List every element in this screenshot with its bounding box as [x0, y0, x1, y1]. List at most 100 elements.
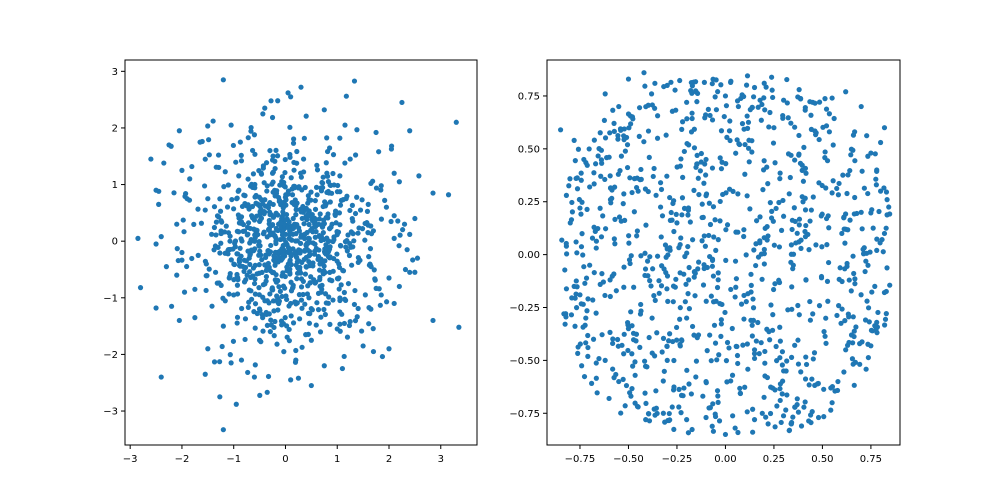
- y-tick-label: 2: [112, 123, 118, 134]
- scatter-point: [762, 107, 768, 113]
- scatter-point: [678, 410, 684, 416]
- scatter-point: [296, 225, 302, 231]
- scatter-point: [766, 329, 772, 335]
- scatter-point: [276, 298, 282, 304]
- scatter-point: [258, 339, 264, 345]
- scatter-point: [774, 358, 780, 364]
- scatter-point: [238, 236, 244, 242]
- scatter-point: [761, 80, 767, 86]
- scatter-point: [841, 369, 847, 375]
- scatter-point: [330, 268, 336, 274]
- scatter-point: [750, 296, 756, 302]
- scatter-point: [826, 129, 832, 135]
- scatter-point: [781, 213, 787, 219]
- scatter-point: [246, 287, 252, 293]
- scatter-point: [308, 274, 314, 280]
- scatter-point: [370, 348, 377, 355]
- scatter-point: [798, 423, 805, 429]
- scatter-point: [314, 167, 321, 173]
- scatter-point: [591, 269, 597, 276]
- scatter-point: [327, 225, 333, 232]
- scatter-point: [175, 257, 181, 264]
- scatter-point: [711, 234, 717, 240]
- scatter-point: [822, 333, 828, 339]
- scatter-point: [251, 132, 258, 138]
- scatter-point: [755, 319, 761, 326]
- scatter-point: [305, 331, 311, 337]
- scatter-point: [373, 285, 379, 291]
- scatter-point: [283, 211, 290, 218]
- scatter-point: [291, 201, 297, 208]
- scatter-point: [658, 234, 664, 240]
- scatter-point: [286, 303, 292, 309]
- scatter-point: [300, 278, 306, 285]
- scatter-point: [744, 409, 750, 415]
- scatter-point: [669, 404, 675, 410]
- scatter-point: [266, 225, 273, 232]
- scatter-point: [824, 158, 831, 164]
- scatter-point: [691, 126, 697, 132]
- scatter-point: [878, 139, 884, 146]
- scatter-point: [803, 361, 810, 368]
- scatter-point: [874, 236, 880, 242]
- scatter-point: [569, 209, 576, 215]
- scatter-point: [793, 240, 799, 246]
- scatter-point: [699, 238, 705, 244]
- scatter-point: [171, 190, 177, 196]
- scatter-point: [633, 331, 640, 337]
- scatter-point: [384, 299, 390, 305]
- scatter-point: [741, 227, 747, 233]
- scatter-point: [842, 266, 848, 272]
- scatter-point: [245, 176, 251, 182]
- scatter-point: [602, 176, 608, 183]
- scatter-point: [813, 242, 819, 248]
- scatter-point: [790, 414, 796, 420]
- scatter-point: [641, 70, 647, 76]
- scatter-point: [272, 233, 278, 239]
- scatter-point: [757, 97, 763, 103]
- scatter-point: [456, 324, 462, 330]
- scatter-point: [217, 208, 224, 214]
- scatter-point: [826, 111, 832, 117]
- scatter-point: [743, 82, 750, 88]
- y-tick-label: 3: [112, 67, 118, 78]
- scatter-point: [279, 273, 285, 279]
- scatter-point: [626, 233, 632, 239]
- scatter-point: [299, 305, 305, 311]
- scatter-point: [839, 306, 845, 312]
- scatter-point: [585, 332, 591, 339]
- scatter-point: [839, 230, 845, 237]
- scatter-point: [749, 149, 755, 155]
- scatter-point: [672, 87, 678, 93]
- scatter-point: [566, 183, 572, 189]
- scatter-point: [324, 173, 331, 179]
- scatter-point: [378, 216, 385, 222]
- scatter-point: [559, 237, 565, 243]
- scatter-point: [777, 324, 783, 330]
- scatter-point: [391, 300, 397, 307]
- scatter-point: [651, 293, 657, 299]
- scatter-point: [656, 290, 662, 296]
- scatter-point: [212, 243, 219, 249]
- scatter-point: [285, 90, 291, 96]
- scatter-point: [707, 332, 713, 338]
- scatter-point: [336, 275, 342, 281]
- scatter-point: [884, 212, 890, 218]
- scatter-point: [858, 209, 864, 215]
- scatter-point: [352, 152, 359, 158]
- scatter-point: [761, 246, 767, 253]
- scatter-point: [750, 406, 756, 412]
- scatter-point: [667, 417, 673, 423]
- scatter-point: [600, 279, 607, 285]
- scatter-point: [279, 174, 285, 180]
- scatter-point: [703, 156, 709, 163]
- scatter-point: [306, 221, 312, 228]
- scatter-point: [684, 99, 690, 105]
- scatter-point: [685, 243, 691, 250]
- scatter-point: [340, 197, 346, 203]
- scatter-point: [227, 273, 233, 279]
- scatter-point: [294, 300, 300, 306]
- scatter-point: [858, 292, 864, 298]
- scatter-point: [211, 204, 218, 210]
